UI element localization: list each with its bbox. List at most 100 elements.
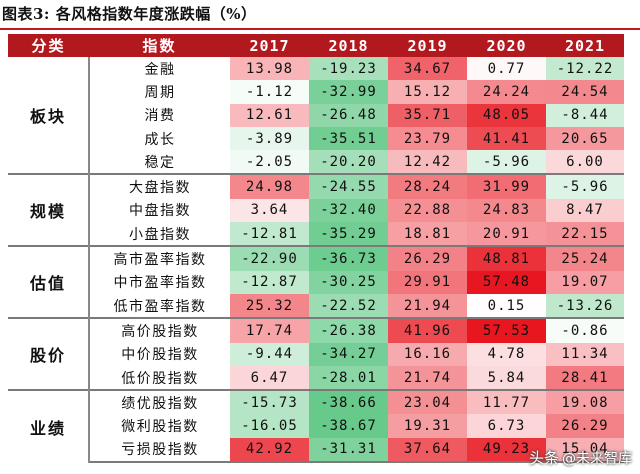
value-cell: -5.96	[546, 173, 624, 199]
header-year-2019: 2019	[388, 34, 467, 57]
value-cell: -16.05	[230, 414, 309, 438]
value-cell: -32.40	[309, 198, 388, 223]
value-cell: -20.20	[309, 150, 388, 175]
figure-title: 图表3: 各风格指数年度涨跌幅（%）	[2, 5, 257, 23]
value-cell: -9.44	[230, 342, 309, 366]
table-body: 板块 金融 13.98 -19.23 34.67 0.77 -12.22 周期 -1.12 -32…	[8, 57, 624, 464]
value-cell: -34.27	[309, 342, 388, 366]
value-cell: 18.81	[388, 222, 467, 247]
value-cell: 22.88	[388, 198, 467, 223]
value-cell: 31.99	[467, 173, 546, 199]
value-cell: 3.64	[230, 198, 309, 223]
value-cell: 21.74	[388, 365, 467, 391]
index-name-cell: 微利股指数	[89, 414, 230, 438]
value-cell: -0.86	[546, 317, 624, 343]
value-cell: -24.55	[309, 173, 388, 199]
value-cell: -13.26	[546, 293, 624, 319]
value-cell: 0.15	[467, 293, 546, 319]
value-cell: 24.24	[467, 80, 546, 104]
value-cell: 12.61	[230, 103, 309, 127]
value-cell: -28.01	[309, 365, 388, 391]
value-cell: 24.83	[467, 198, 546, 223]
value-cell: -35.51	[309, 126, 388, 151]
category-cell: 业绩	[8, 389, 90, 463]
index-name-cell: 绩优股指数	[89, 389, 230, 415]
value-cell: 21.94	[388, 293, 467, 319]
value-cell: -12.22	[546, 57, 624, 81]
table-row: 估值 高市盈率指数 -22.90 -36.73 26.29 48.81 25.24	[8, 245, 624, 319]
value-cell: -2.05	[230, 150, 309, 175]
value-cell: -12.87	[230, 270, 309, 294]
value-cell: 34.67	[388, 57, 467, 81]
value-cell: 13.98	[230, 57, 309, 81]
index-name-cell: 低市盈率指数	[89, 293, 230, 319]
value-cell: -35.29	[309, 222, 388, 247]
value-cell: 57.48	[467, 270, 546, 294]
figure-title-bar: 图表3: 各风格指数年度涨跌幅（%）	[0, 0, 640, 30]
value-cell: -38.67	[309, 414, 388, 438]
value-cell: -26.38	[309, 317, 388, 343]
value-cell: 35.71	[388, 103, 467, 127]
category-cell: 板块	[8, 57, 90, 175]
category-cell: 规模	[8, 173, 90, 247]
index-name-cell: 亏损股指数	[89, 437, 230, 464]
value-cell: 6.47	[230, 365, 309, 391]
table-row: 业绩 绩优股指数 -15.73 -38.66 23.04 11.77 19.08	[8, 389, 624, 463]
index-name-cell: 大盘指数	[89, 173, 230, 199]
table-row: 消费 12.61 -26.48 35.71 48.05 -8.44	[8, 103, 624, 127]
value-cell: 20.65	[546, 126, 624, 151]
value-cell: 25.32	[230, 293, 309, 319]
value-cell: 6.00	[546, 150, 624, 175]
table-row: 稳定 -2.05 -20.20 12.42 -5.96 6.00	[8, 150, 624, 175]
value-cell: -26.48	[309, 103, 388, 127]
table-row: 中价股指数 -9.44 -34.27 16.16 4.78 11.34	[8, 342, 624, 366]
value-cell: -8.44	[546, 103, 624, 127]
value-cell: 37.64	[388, 437, 467, 464]
value-cell: 29.91	[388, 270, 467, 294]
style-index-returns-table: 分类 指数 2017 2018 2019 2020 2021 板块 金融 13.98…	[8, 34, 624, 464]
table-row: 板块 金融 13.98 -19.23 34.67 0.77 -12.22	[8, 57, 624, 175]
value-cell: 19.07	[546, 270, 624, 294]
index-name-cell: 高价股指数	[89, 317, 230, 343]
value-cell: -36.73	[309, 245, 388, 271]
value-cell: 41.96	[388, 317, 467, 343]
header-category: 分类	[8, 34, 89, 57]
value-cell: 19.08	[546, 389, 624, 415]
value-cell: 17.74	[230, 317, 309, 343]
value-cell: 11.77	[467, 389, 546, 415]
table-row: 周期 -1.12 -32.99 15.12 24.24 24.54	[8, 80, 624, 104]
header-index: 指数	[89, 34, 230, 57]
index-name-cell: 高市盈率指数	[89, 245, 230, 271]
value-cell: -15.73	[230, 389, 309, 415]
value-cell: -3.89	[230, 126, 309, 151]
value-cell: 24.54	[546, 80, 624, 104]
value-cell: 15.12	[388, 80, 467, 104]
value-cell: 26.29	[388, 245, 467, 271]
index-name-cell: 小盘指数	[89, 222, 230, 247]
value-cell: 6.73	[467, 414, 546, 438]
value-cell: 5.84	[467, 365, 546, 391]
value-cell: -22.52	[309, 293, 388, 319]
index-name-cell: 成长	[89, 126, 230, 151]
value-cell: 23.04	[388, 389, 467, 415]
table-row: 中盘指数 3.64 -32.40 22.88 24.83 8.47	[8, 198, 624, 223]
value-cell: -30.25	[309, 270, 388, 294]
value-cell: 12.42	[388, 150, 467, 175]
table-row: 小盘指数 -12.81 -35.29 18.81 20.91 22.15	[8, 222, 624, 247]
header-year-2017: 2017	[230, 34, 309, 57]
table-row: 规模 大盘指数 24.98 -24.55 28.24 31.99 -5.96	[8, 173, 624, 247]
value-cell: 49.23	[467, 437, 546, 464]
watermark-brand: 头条	[528, 449, 559, 467]
table-row: 中市盈率指数 -12.87 -30.25 29.91 57.48 19.07	[8, 270, 624, 294]
value-cell: 25.24	[546, 245, 624, 271]
index-name-cell: 中盘指数	[89, 198, 230, 223]
index-name-cell: 金融	[89, 57, 230, 81]
value-cell: 0.77	[467, 57, 546, 81]
index-name-cell: 中价股指数	[89, 342, 230, 366]
watermark-handle: @未来智库	[562, 450, 632, 467]
index-name-cell: 中市盈率指数	[89, 270, 230, 294]
table-row: 低市盈率指数 25.32 -22.52 21.94 0.15 -13.26	[8, 293, 624, 319]
table-row: 亏损股指数 42.92 -31.31 37.64 49.23 15.04	[8, 437, 624, 464]
value-cell: 42.92	[230, 437, 309, 464]
value-cell: 48.81	[467, 245, 546, 271]
